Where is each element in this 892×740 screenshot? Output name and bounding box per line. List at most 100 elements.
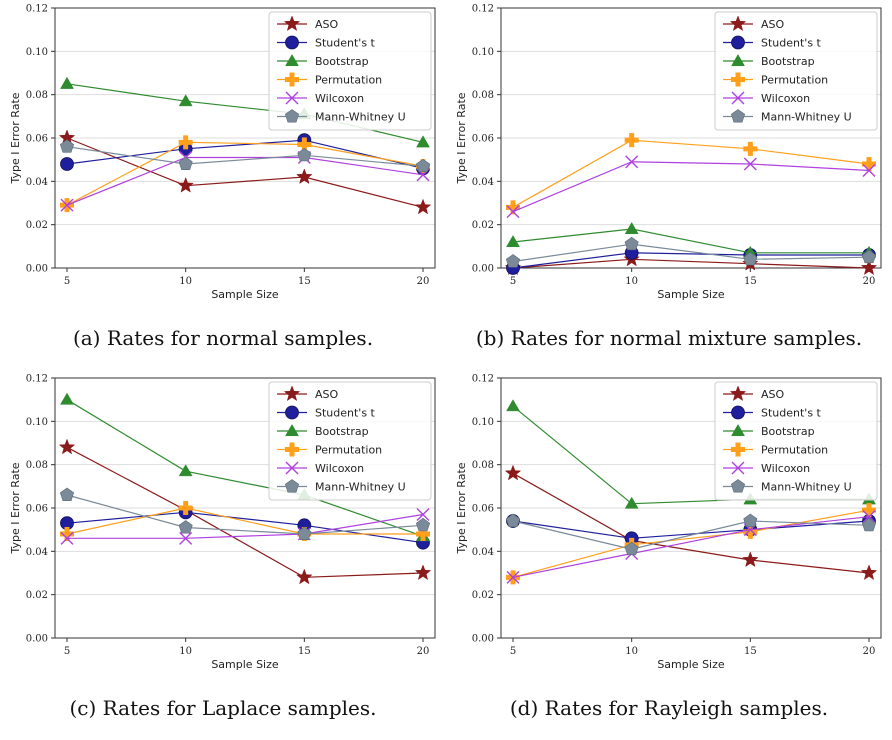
series-line <box>512 252 869 269</box>
legend-item: Wilcoxon <box>723 461 810 475</box>
legend-marker <box>730 109 746 123</box>
y-tick-label: 0.06 <box>472 134 494 145</box>
x-tick-label: 10 <box>625 646 638 657</box>
legend-label: Permutation <box>315 444 382 457</box>
legend-label: Permutation <box>761 74 828 87</box>
legend-item: Mann-Whitney U <box>723 109 852 124</box>
legend-label: Student's t <box>761 37 822 50</box>
data-point <box>60 157 74 171</box>
y-tick-label: 0.10 <box>472 417 494 428</box>
data-point <box>505 513 521 527</box>
data-point <box>297 147 312 162</box>
series-line <box>66 507 423 535</box>
legend-marker <box>731 35 745 50</box>
legend-marker <box>283 385 301 402</box>
legend-label: Mann-Whitney U <box>761 481 852 494</box>
series-wilcoxon <box>506 155 876 219</box>
legend-label: Student's t <box>761 407 822 420</box>
x-tick-label: 10 <box>179 276 192 287</box>
legend-item: Student's t <box>723 35 822 50</box>
data-point <box>504 464 522 481</box>
legend: ASO Student's t Bootstrap Permutation Wilcox… <box>714 381 878 501</box>
data-point <box>506 399 520 412</box>
legend-item: Permutation <box>723 72 828 87</box>
data-point <box>297 526 312 540</box>
y-tick-label: 0.04 <box>26 177 48 188</box>
data-point <box>862 164 876 177</box>
data-point <box>624 221 639 235</box>
y-tick-label: 0.12 <box>472 374 494 385</box>
data-point <box>414 198 432 215</box>
series-line <box>66 137 424 208</box>
data-point <box>416 135 430 148</box>
chart-panel-normal: 0.00 0.02 0.04 0.06 0.08 0.10 0.12 5 10 15 20 Sampl… <box>0 0 446 370</box>
y-tick-label: 0.12 <box>26 374 48 385</box>
x-tick-label: 10 <box>179 646 192 657</box>
legend: ASO Student's t Bootstrap Permutation Wilcox… <box>714 11 878 131</box>
legend-marker <box>285 405 299 420</box>
y-tick-label: 0.00 <box>26 264 48 275</box>
y-axis-title: Type I Error Rate <box>9 462 22 554</box>
y-tick-label: 0.08 <box>26 460 48 471</box>
series-line <box>67 513 424 539</box>
legend-box <box>714 11 878 131</box>
x-tick-label: 15 <box>298 276 311 287</box>
legend-item: Wilcoxon <box>723 91 810 105</box>
legend-marker <box>731 423 745 437</box>
data-point <box>178 156 193 170</box>
legend-item: Mann-Whitney U <box>277 109 406 124</box>
legend-marker <box>283 15 301 32</box>
data-point <box>179 531 193 545</box>
data-point <box>415 517 431 532</box>
legend-box <box>268 11 432 131</box>
series-permutation <box>506 133 876 215</box>
legend-marker <box>731 53 745 67</box>
y-tick-label: 0.06 <box>26 504 48 515</box>
plot-frame <box>54 377 436 639</box>
legend-marker <box>731 405 745 420</box>
legend-item: Mann-Whitney U <box>277 479 406 494</box>
y-tick-label: 0.04 <box>472 547 494 558</box>
y-tick-label: 0.12 <box>26 4 48 15</box>
data-point <box>178 501 193 515</box>
series-line <box>512 516 870 578</box>
legend-item: ASO <box>277 385 339 402</box>
legend-label: Mann-Whitney U <box>315 481 406 494</box>
legend-item: Bootstrap <box>277 423 369 438</box>
y-tick-label: 0.02 <box>472 590 494 601</box>
data-point <box>416 508 430 521</box>
series-mann-whitney-u <box>505 236 877 268</box>
series-line <box>66 139 424 169</box>
y-tick-label: 0.12 <box>472 4 494 15</box>
legend-marker <box>284 109 300 123</box>
data-point <box>506 205 520 219</box>
data-point <box>861 517 877 532</box>
x-tick-label: 5 <box>510 276 516 287</box>
y-tick-label: 0.04 <box>472 177 494 188</box>
data-point <box>862 503 876 518</box>
data-point <box>177 177 194 193</box>
data-point <box>625 155 639 169</box>
data-point <box>59 487 75 501</box>
legend-marker <box>729 385 747 402</box>
chart-caption: (c) Rates for Laplace samples. <box>69 696 377 720</box>
legend-item: Bootstrap <box>723 423 815 438</box>
data-point <box>416 527 430 541</box>
x-tick-label: 5 <box>64 276 70 287</box>
line-chart: 0.00 0.02 0.04 0.06 0.08 0.10 0.12 5 10 15 20 Sampl… <box>455 4 882 301</box>
series-line <box>512 258 870 269</box>
legend-marker <box>285 91 299 105</box>
series-line <box>512 161 870 213</box>
x-axis-title: Sample Size <box>211 658 279 671</box>
y-tick-label: 0.10 <box>26 417 48 428</box>
x-tick-label: 15 <box>744 646 757 657</box>
line-chart: 0.00 0.02 0.04 0.06 0.08 0.10 0.12 5 10 15 20 Sampl… <box>9 4 436 301</box>
series-line <box>512 472 870 574</box>
x-tick-label: 20 <box>863 646 876 657</box>
legend-label: Student's t <box>315 407 376 420</box>
data-point <box>860 564 878 581</box>
legend-marker <box>285 442 299 457</box>
legend-item: ASO <box>277 15 339 32</box>
legend-marker <box>285 72 299 87</box>
series-line <box>66 141 424 206</box>
